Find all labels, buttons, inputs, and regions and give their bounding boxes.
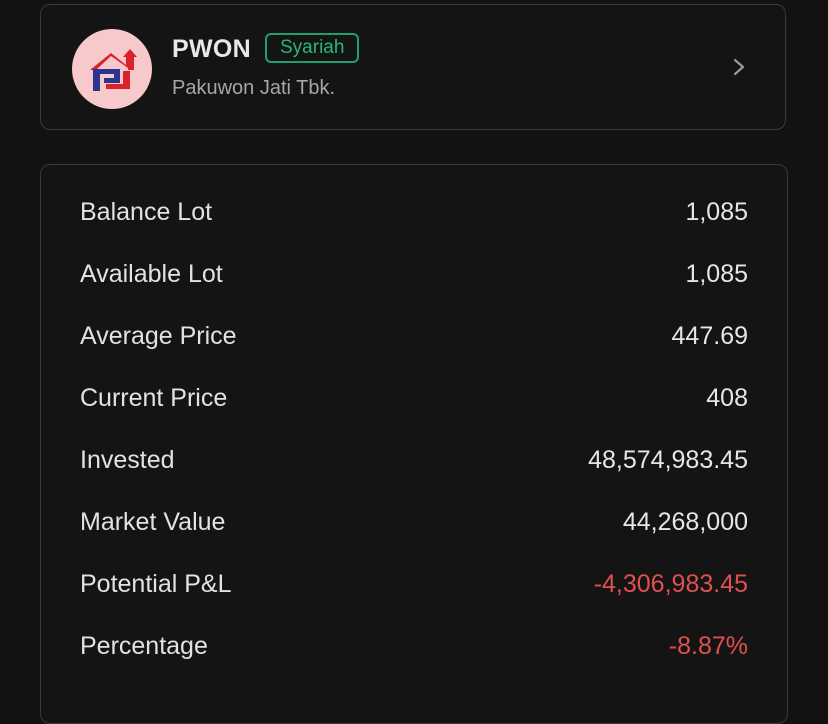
detail-row-balance-lot: Balance Lot 1,085 [80, 192, 748, 232]
detail-label: Average Price [80, 321, 237, 350]
detail-value: 447.69 [671, 321, 748, 350]
detail-value: 48,574,983.45 [588, 445, 748, 474]
detail-label: Percentage [80, 631, 208, 660]
detail-label: Invested [80, 445, 175, 474]
detail-value: 1,085 [685, 259, 748, 288]
detail-row-market-value: Market Value 44,268,000 [80, 502, 748, 542]
company-name: Pakuwon Jati Tbk. [172, 77, 336, 99]
detail-value-negative: -8.87% [668, 631, 748, 660]
detail-row-average-price: Average Price 447.69 [80, 316, 748, 356]
detail-value: 44,268,000 [622, 507, 748, 536]
detail-value-negative: -4,306,983.45 [593, 569, 748, 598]
detail-row-available-lot: Available Lot 1,085 [80, 254, 748, 294]
detail-value: 1,085 [685, 197, 748, 226]
detail-row-invested: Invested 48,574,983.45 [80, 440, 748, 480]
detail-label: Balance Lot [80, 197, 213, 226]
detail-row-percentage: Percentage -8.87% [80, 626, 748, 666]
detail-value: 408 [706, 383, 748, 412]
portfolio-detail-card: Balance Lot 1,085 Available Lot 1,085 Av… [40, 164, 788, 724]
detail-label: Market Value [80, 507, 226, 536]
detail-label: Current Price [80, 383, 228, 412]
chevron-right-icon[interactable] [731, 55, 749, 79]
detail-row-current-price: Current Price 408 [80, 378, 748, 418]
detail-label: Potential P&L [80, 569, 232, 598]
stock-ticker: PWON [172, 35, 251, 63]
detail-row-potential-pnl: Potential P&L -4,306,983.45 [80, 564, 748, 604]
syariah-badge: Syariah [265, 33, 360, 63]
stock-card[interactable]: PWON Syariah Pakuwon Jati Tbk. [40, 4, 786, 130]
detail-label: Available Lot [80, 259, 223, 288]
pakuwon-logo-icon [72, 29, 152, 109]
